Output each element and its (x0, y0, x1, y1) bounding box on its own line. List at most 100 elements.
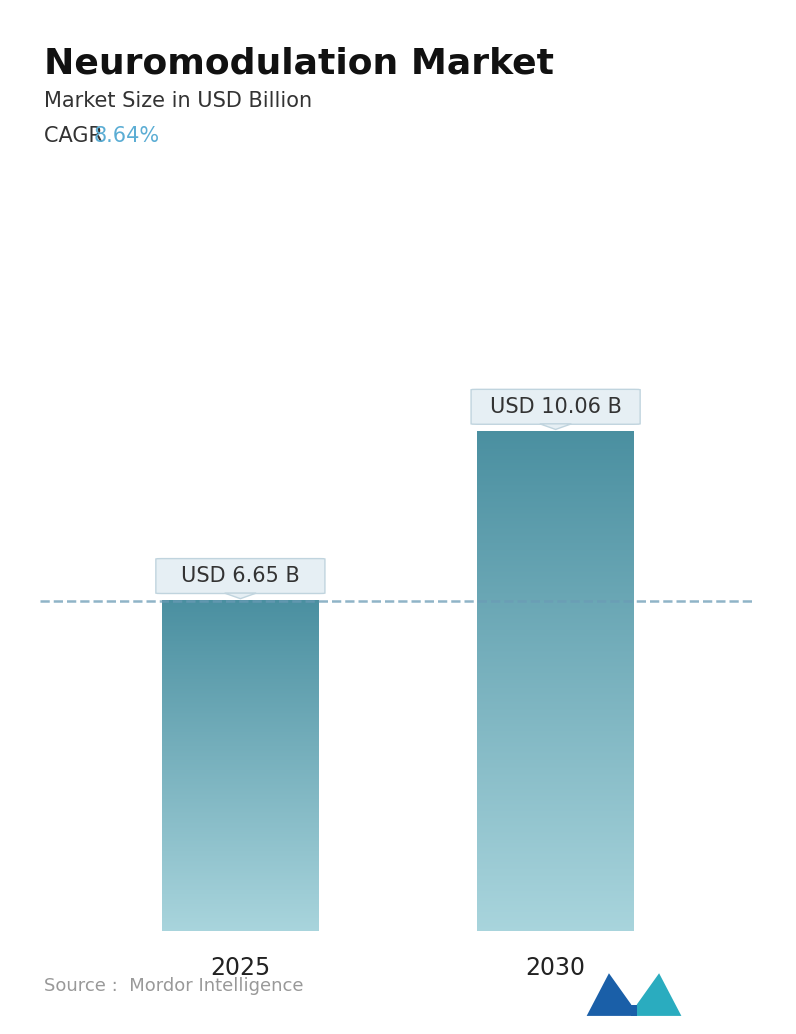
Bar (477, 869, 634, 870)
Bar (477, 853, 634, 854)
Bar (477, 480, 634, 481)
Text: 8.64%: 8.64% (94, 126, 160, 146)
Bar (477, 919, 634, 920)
Bar (477, 763, 634, 764)
Bar (477, 900, 634, 901)
Bar (477, 895, 634, 896)
Bar (477, 818, 634, 819)
Bar (477, 531, 634, 533)
Bar (477, 651, 634, 652)
Bar (477, 618, 634, 619)
Bar (477, 728, 634, 729)
Bar (477, 643, 634, 644)
Bar (477, 912, 634, 913)
Bar (477, 738, 634, 739)
Bar (477, 885, 634, 886)
Bar (477, 634, 634, 635)
Bar (477, 605, 634, 606)
Bar (477, 565, 634, 566)
Bar (477, 467, 634, 468)
Bar (477, 580, 634, 581)
Bar (477, 445, 634, 446)
Bar (477, 780, 634, 781)
Bar (477, 885, 634, 887)
Bar (477, 584, 634, 585)
Bar (477, 672, 634, 673)
Bar (477, 436, 634, 437)
Bar (477, 848, 634, 849)
Bar (477, 482, 634, 483)
Bar (477, 894, 634, 895)
Bar (477, 632, 634, 633)
Bar (477, 862, 634, 863)
Bar (477, 866, 634, 868)
Polygon shape (587, 973, 631, 1015)
Bar (477, 637, 634, 638)
Bar (477, 566, 634, 567)
Bar (477, 631, 634, 632)
Bar (477, 761, 634, 762)
Bar (477, 823, 634, 824)
Bar (477, 852, 634, 853)
Bar (477, 720, 634, 721)
Bar (477, 802, 634, 803)
Bar (477, 886, 634, 887)
Bar (477, 724, 634, 725)
Bar (477, 757, 634, 758)
Bar (477, 691, 634, 692)
Bar (477, 773, 634, 774)
Bar (477, 616, 634, 617)
Bar (477, 555, 634, 556)
Bar (477, 760, 634, 761)
Bar (477, 849, 634, 850)
Bar (477, 496, 634, 497)
Bar (477, 604, 634, 605)
Bar (477, 921, 634, 922)
Bar (477, 787, 634, 788)
Bar (477, 858, 634, 859)
Bar (477, 626, 634, 627)
Bar (477, 443, 634, 444)
Bar (477, 677, 634, 678)
Bar (477, 722, 634, 723)
Bar (477, 536, 634, 537)
Bar (477, 448, 634, 449)
Bar (477, 777, 634, 778)
Bar (477, 698, 634, 699)
Bar (477, 816, 634, 817)
Bar (477, 594, 634, 595)
Bar (477, 682, 634, 683)
Bar (477, 456, 634, 457)
Bar (477, 587, 634, 588)
Bar (477, 660, 634, 661)
Bar (477, 730, 634, 731)
Bar (477, 503, 634, 504)
Bar (477, 865, 634, 866)
Bar (477, 522, 634, 523)
Bar (477, 607, 634, 608)
Bar (477, 824, 634, 825)
Bar (477, 561, 634, 562)
Bar (477, 808, 634, 809)
Bar (477, 512, 634, 513)
Bar (477, 495, 634, 496)
Bar (477, 594, 634, 596)
Bar (477, 468, 634, 469)
Bar (477, 782, 634, 783)
Bar (477, 899, 634, 900)
Bar (477, 923, 634, 924)
Bar (477, 615, 634, 616)
Bar (477, 596, 634, 597)
Bar (477, 489, 634, 490)
Polygon shape (224, 594, 256, 599)
Bar (477, 786, 634, 787)
Bar (477, 915, 634, 916)
Bar (477, 798, 634, 799)
Bar (477, 606, 634, 607)
Bar (477, 526, 634, 527)
Bar (477, 704, 634, 705)
Bar (477, 837, 634, 838)
Bar (477, 726, 634, 727)
Bar (477, 809, 634, 810)
Bar (477, 856, 634, 857)
